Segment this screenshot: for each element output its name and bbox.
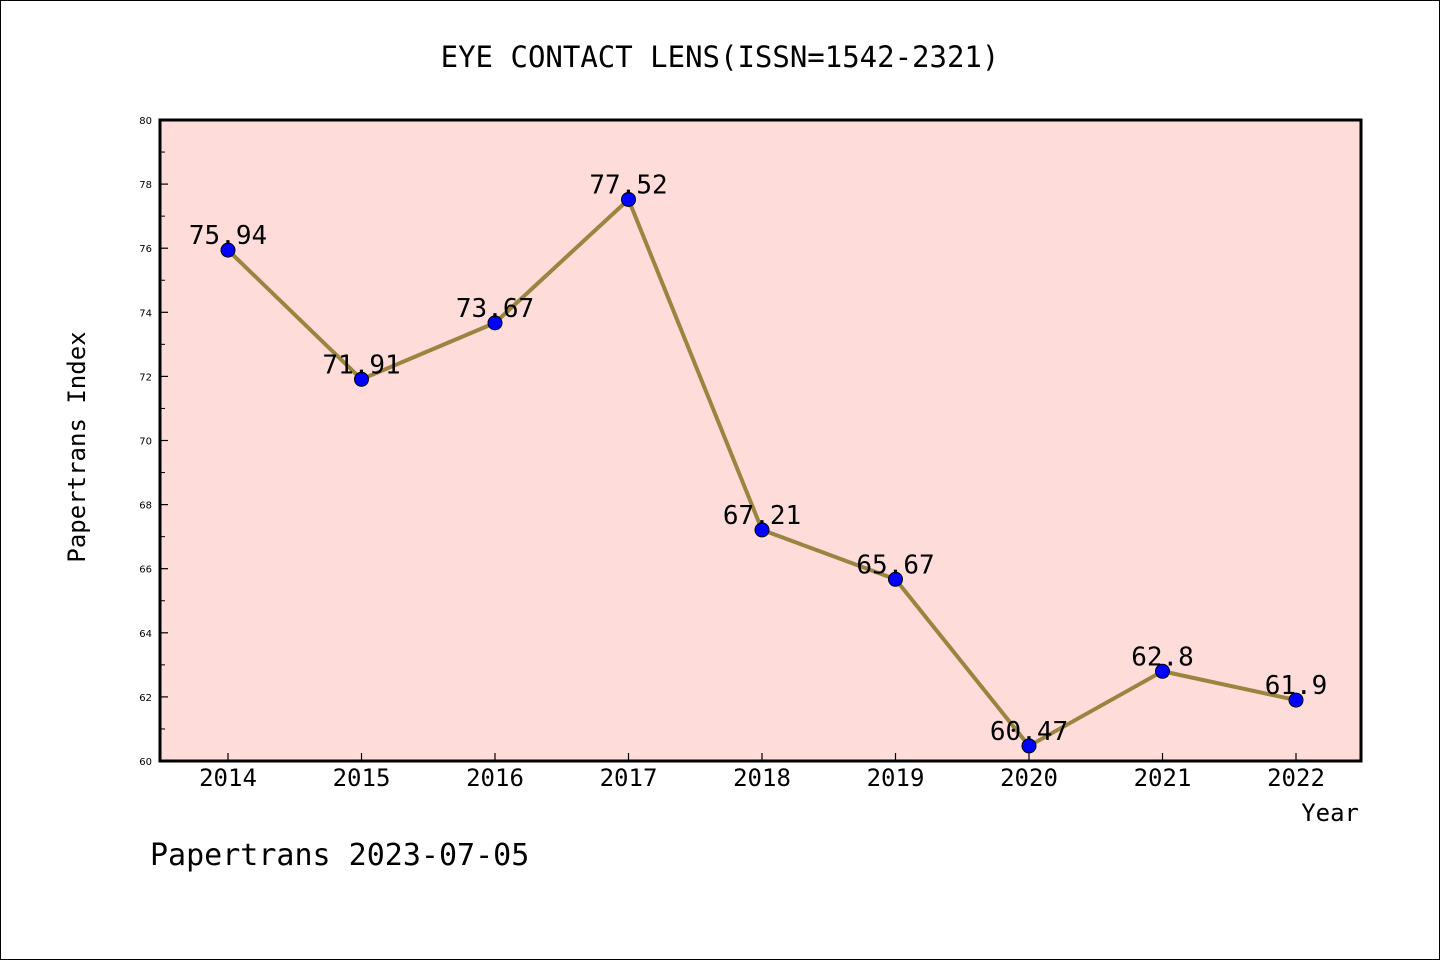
y-tick-label: 74 xyxy=(139,308,152,319)
data-label: 75.94 xyxy=(189,221,267,251)
x-tick-label: 2019 xyxy=(867,764,925,792)
x-axis-label: Year xyxy=(1301,799,1359,827)
x-tick-label: 2020 xyxy=(1000,764,1058,792)
y-tick-label: 70 xyxy=(139,437,152,448)
y-tick-label: 66 xyxy=(139,565,152,576)
data-label: 62.8 xyxy=(1131,642,1194,672)
x-tick-label: 2018 xyxy=(733,764,791,792)
data-point xyxy=(1021,738,1037,754)
x-tick-label: 2017 xyxy=(600,764,658,792)
y-tick-label: 80 xyxy=(139,116,152,127)
data-label: 65.67 xyxy=(856,550,934,580)
y-tick-label: 68 xyxy=(139,501,152,512)
data-label: 67.21 xyxy=(723,501,801,531)
x-tick-label: 2015 xyxy=(333,764,391,792)
data-label: 60.47 xyxy=(990,717,1068,747)
y-tick-label: 72 xyxy=(139,372,152,383)
series-layer: 75.94 71.91 73.67 77.52 67.21 65.67 60.47 62.8 6… xyxy=(189,170,1328,754)
x-tick-label: 2014 xyxy=(199,764,257,792)
data-point xyxy=(754,522,770,538)
y-axis: 60 62 64 66 68 70 72 74 76 78 80 xyxy=(139,116,168,768)
data-label: 73.67 xyxy=(456,294,534,324)
data-point xyxy=(1288,692,1304,708)
data-point xyxy=(487,315,503,331)
footer-credit: Papertrans 2023-07-05 xyxy=(150,838,529,873)
y-tick-label: 64 xyxy=(139,629,152,640)
data-label: 71.91 xyxy=(322,350,400,380)
y-tick-label: 76 xyxy=(139,244,152,255)
x-tick-label: 2021 xyxy=(1134,764,1192,792)
y-tick-label: 62 xyxy=(139,693,152,704)
data-point xyxy=(1155,663,1170,679)
plot-area xyxy=(158,118,1363,763)
data-point xyxy=(621,191,636,207)
data-point xyxy=(220,242,236,258)
y-tick-label: 78 xyxy=(139,180,152,191)
data-point xyxy=(888,571,903,587)
chart-title: EYE CONTACT LENS(ISSN=1542-2321) xyxy=(441,40,1000,74)
x-tick-label: 2016 xyxy=(466,764,524,792)
data-point xyxy=(354,371,369,387)
y-axis-label: Papertrans Index xyxy=(63,331,91,562)
x-axis: 2014 2015 2016 2017 2018 2019 2020 2021 2022 xyxy=(199,753,1325,792)
y-tick-label: 60 xyxy=(139,757,152,768)
x-tick-label: 2022 xyxy=(1267,764,1325,792)
data-label: 77.52 xyxy=(589,170,667,200)
data-label: 61.9 xyxy=(1265,671,1328,701)
